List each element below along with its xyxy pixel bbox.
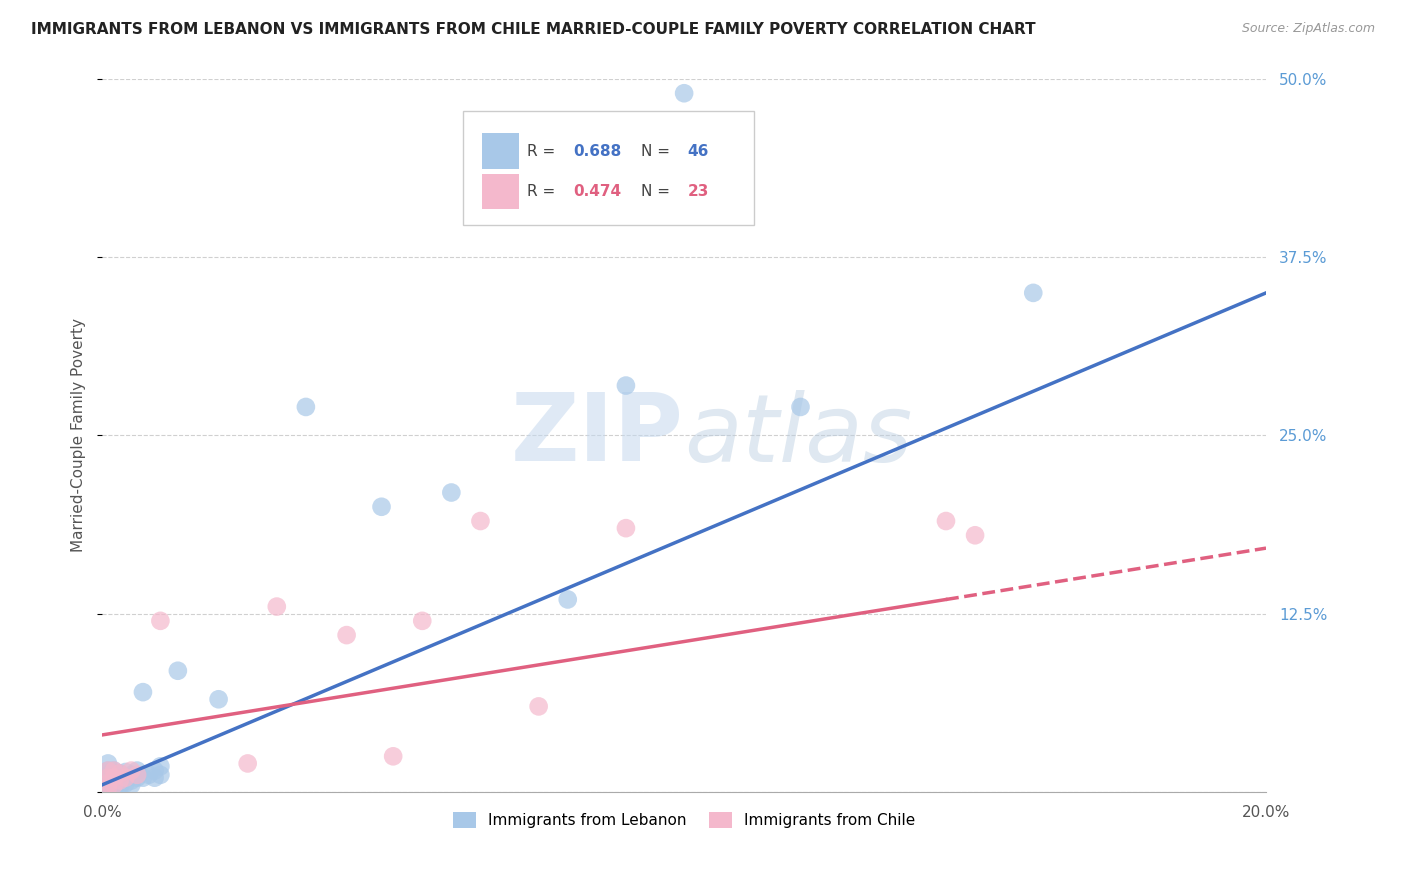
Point <box>557 592 579 607</box>
Text: atlas: atlas <box>685 390 912 481</box>
Point <box>103 778 125 792</box>
Point <box>138 768 160 782</box>
Point <box>108 773 131 788</box>
Point <box>614 378 637 392</box>
Text: ZIP: ZIP <box>512 390 685 482</box>
Point <box>127 768 149 782</box>
Point <box>114 776 136 790</box>
Point <box>132 771 155 785</box>
Point <box>114 764 136 779</box>
Text: 23: 23 <box>688 184 709 199</box>
Text: 0.474: 0.474 <box>574 184 621 199</box>
Point <box>789 400 811 414</box>
Point <box>103 779 125 793</box>
Point <box>527 699 550 714</box>
Point <box>1022 285 1045 300</box>
Text: 0.688: 0.688 <box>574 145 621 159</box>
Point <box>167 664 190 678</box>
Text: 46: 46 <box>688 145 709 159</box>
Point <box>440 485 463 500</box>
Point <box>120 764 142 778</box>
Point <box>97 776 120 790</box>
Point <box>120 773 142 788</box>
Point <box>103 764 125 778</box>
Point <box>149 614 172 628</box>
Point <box>97 779 120 793</box>
Point <box>97 756 120 771</box>
Point <box>149 768 172 782</box>
Point <box>965 528 987 542</box>
Point <box>266 599 288 614</box>
Point <box>120 778 142 792</box>
Point <box>108 771 131 785</box>
Point <box>108 766 131 780</box>
FancyBboxPatch shape <box>482 133 519 169</box>
Point <box>108 780 131 795</box>
FancyBboxPatch shape <box>463 112 754 225</box>
FancyBboxPatch shape <box>482 174 519 210</box>
Point <box>97 780 120 795</box>
Point <box>103 771 125 785</box>
Point <box>114 771 136 785</box>
Point <box>97 768 120 782</box>
Point <box>108 766 131 780</box>
Point <box>127 771 149 785</box>
Point <box>132 685 155 699</box>
Point <box>336 628 359 642</box>
Point <box>97 782 120 797</box>
Point <box>470 514 492 528</box>
Point <box>97 776 120 790</box>
Point <box>370 500 392 514</box>
Point <box>673 87 696 101</box>
Point <box>103 776 125 790</box>
Text: N =: N = <box>641 184 675 199</box>
Point <box>149 759 172 773</box>
Text: N =: N = <box>641 145 675 159</box>
Point <box>120 768 142 782</box>
Point <box>295 400 318 414</box>
Legend: Immigrants from Lebanon, Immigrants from Chile: Immigrants from Lebanon, Immigrants from… <box>447 806 922 834</box>
Point <box>97 764 120 778</box>
Point <box>127 764 149 778</box>
Text: R =: R = <box>527 145 560 159</box>
Point <box>103 766 125 780</box>
Point <box>103 782 125 797</box>
Point <box>614 521 637 535</box>
Text: R =: R = <box>527 184 560 199</box>
Point <box>411 614 433 628</box>
Text: IMMIGRANTS FROM LEBANON VS IMMIGRANTS FROM CHILE MARRIED-COUPLE FAMILY POVERTY C: IMMIGRANTS FROM LEBANON VS IMMIGRANTS FR… <box>31 22 1036 37</box>
Point <box>108 778 131 792</box>
Point <box>97 771 120 785</box>
Point <box>103 771 125 785</box>
Point <box>236 756 259 771</box>
Point <box>382 749 405 764</box>
Point <box>97 773 120 788</box>
Point <box>935 514 957 528</box>
Point <box>108 775 131 789</box>
Point <box>103 773 125 788</box>
Point <box>143 764 166 778</box>
Point <box>97 780 120 795</box>
Point <box>207 692 229 706</box>
Point <box>97 764 120 778</box>
Point <box>143 771 166 785</box>
Point <box>97 771 120 785</box>
Point <box>114 771 136 785</box>
Point <box>103 764 125 778</box>
Y-axis label: Married-Couple Family Poverty: Married-Couple Family Poverty <box>72 318 86 552</box>
Text: Source: ZipAtlas.com: Source: ZipAtlas.com <box>1241 22 1375 36</box>
